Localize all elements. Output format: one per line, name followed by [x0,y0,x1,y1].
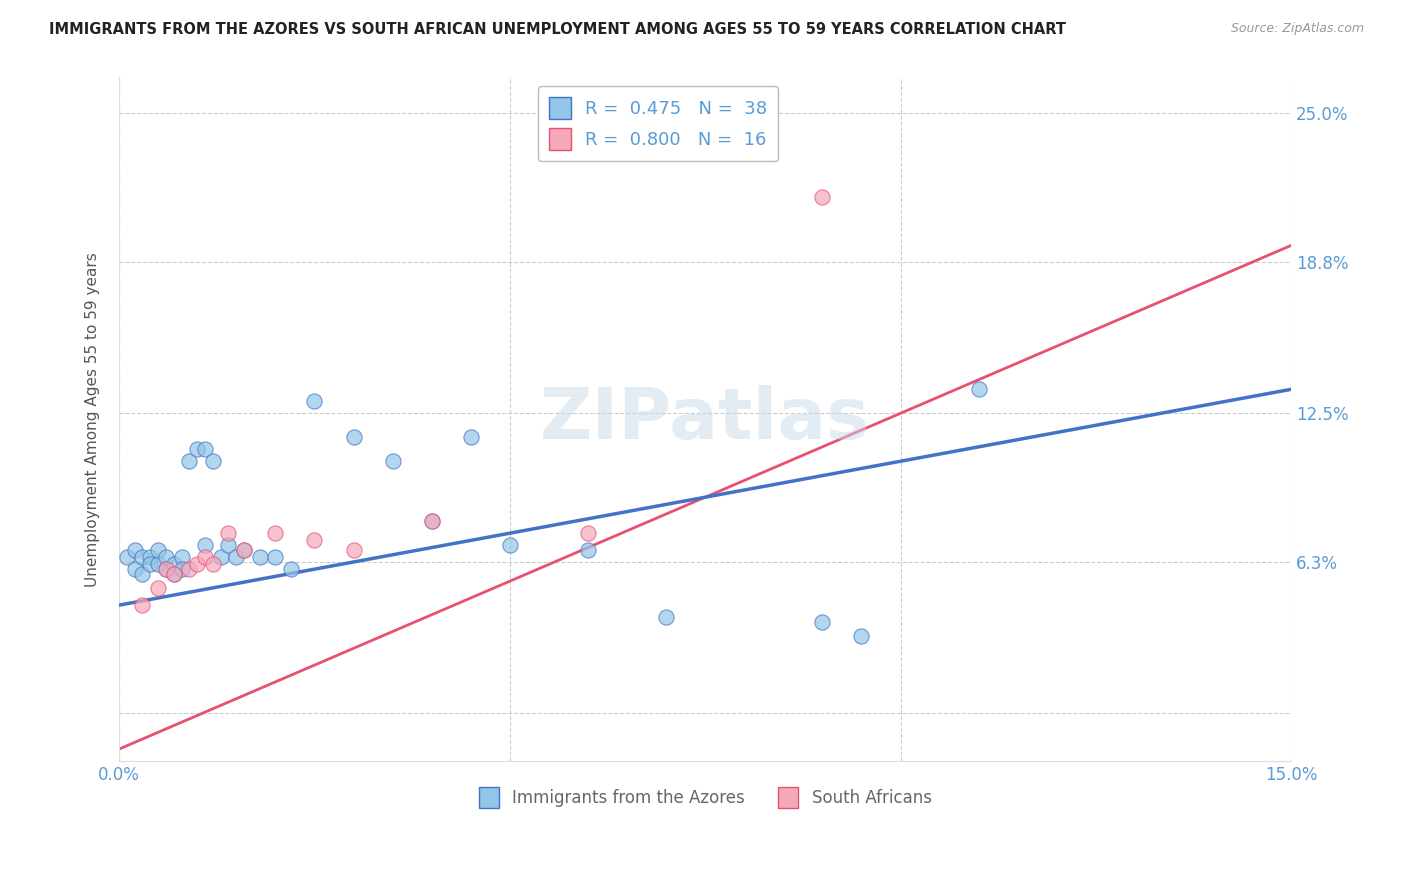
Point [194,442,217,457]
Point [381,454,404,468]
Point [217,526,239,541]
Point [420,514,443,528]
Point [811,190,834,204]
Point [155,562,177,576]
Point [194,550,217,565]
Point [194,538,217,552]
Point [342,543,364,558]
Point [201,454,224,468]
Point [249,550,271,565]
Point [155,562,177,576]
Y-axis label: Unemployment Among Ages 55 to 59 years: Unemployment Among Ages 55 to 59 years [86,252,100,587]
Point [264,526,287,541]
Point [155,550,177,565]
Point [499,538,522,552]
Text: IMMIGRANTS FROM THE AZORES VS SOUTH AFRICAN UNEMPLOYMENT AMONG AGES 55 TO 59 YEA: IMMIGRANTS FROM THE AZORES VS SOUTH AFRI… [49,22,1066,37]
Point [124,543,146,558]
Point [163,566,186,581]
Point [146,558,169,572]
Legend: Immigrants from the Azores, South Africans: Immigrants from the Azores, South Africa… [472,780,938,814]
Point [342,430,364,444]
Point [163,558,186,572]
Point [576,543,599,558]
Point [460,430,482,444]
Point [179,454,201,468]
Point [576,526,599,541]
Point [186,558,208,572]
Point [233,543,256,558]
Text: ZIPatlas: ZIPatlas [540,384,870,454]
Point [146,543,169,558]
Point [170,562,193,576]
Point [304,533,326,548]
Point [139,550,162,565]
Point [225,550,247,565]
Point [139,558,162,572]
Point [131,566,153,581]
Text: Source: ZipAtlas.com: Source: ZipAtlas.com [1230,22,1364,36]
Point [131,550,153,565]
Point [655,610,678,624]
Point [179,562,201,576]
Point [146,582,169,596]
Point [170,550,193,565]
Point [304,394,326,409]
Point [280,562,302,576]
Point [115,550,138,565]
Point [186,442,208,457]
Point [967,382,990,396]
Point [420,514,443,528]
Point [233,543,256,558]
Point [131,598,153,612]
Point [264,550,287,565]
Point [201,558,224,572]
Point [811,615,834,629]
Point [163,566,186,581]
Point [851,629,873,643]
Point [217,538,239,552]
Point [209,550,232,565]
Point [124,562,146,576]
